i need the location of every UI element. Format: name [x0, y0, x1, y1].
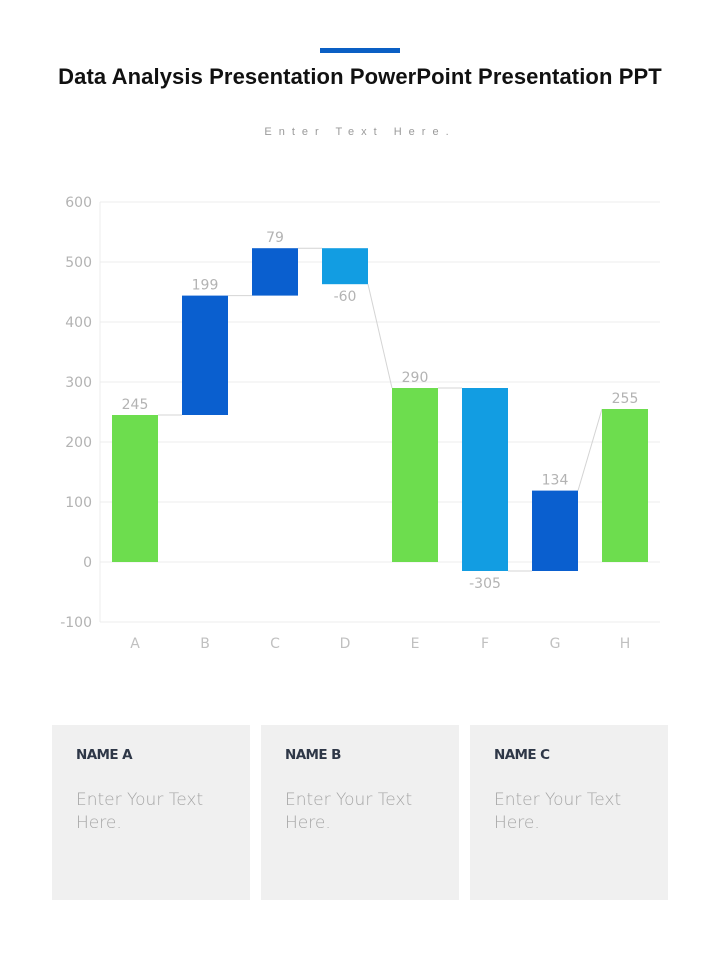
card-name-c: NAME C Enter Your Text Here. [470, 725, 668, 900]
chart-bars [112, 248, 648, 571]
connector-line [367, 284, 393, 389]
y-tick-label: -100 [60, 615, 92, 631]
data-label: -60 [334, 289, 357, 305]
y-tick-label: 0 [83, 555, 92, 571]
x-tick-label: A [130, 636, 140, 652]
x-axis: A B C D E F G H [130, 636, 630, 652]
bar-h [602, 409, 648, 562]
bar-g [532, 490, 578, 571]
x-tick-label: G [550, 636, 561, 652]
y-tick-label: 500 [65, 255, 92, 271]
card-body-text: Enter Your Text Here. [494, 790, 622, 833]
bar-f [462, 388, 508, 571]
page-subtitle: Enter Text Here. [264, 126, 456, 138]
y-axis: 600 500 400 300 200 100 0 -100 [60, 195, 92, 631]
y-tick-label: 100 [65, 495, 92, 511]
card-name-a: NAME A Enter Your Text Here. [52, 725, 250, 900]
x-tick-label: H [620, 636, 631, 652]
data-label: 290 [402, 370, 429, 386]
x-tick-label: B [200, 636, 210, 652]
x-tick-label: C [270, 636, 280, 652]
page-title: Data Analysis Presentation PowerPoint Pr… [58, 64, 662, 89]
card-title: NAME C [494, 747, 550, 763]
bar-b [182, 295, 228, 415]
y-tick-label: 600 [65, 195, 92, 211]
chart-connectors [158, 247, 603, 572]
bar-d [322, 248, 368, 285]
x-tick-label: D [340, 636, 351, 652]
x-tick-label: F [481, 636, 489, 652]
y-tick-label: 400 [65, 315, 92, 331]
card-title: NAME A [76, 747, 133, 763]
data-label: 245 [122, 397, 149, 413]
card-name-b: NAME B Enter Your Text Here. [261, 725, 459, 900]
x-tick-label: E [411, 636, 420, 652]
card-body-text: Enter Your Text Here. [76, 790, 204, 833]
bar-e [392, 388, 438, 562]
card-row: NAME A Enter Your Text Here. NAME B Ente… [52, 725, 668, 900]
chart-data-labels: 245 199 79 -60 290 -305 134 255 [122, 230, 639, 592]
connector-line [577, 408, 603, 491]
waterfall-chart: 600 500 400 300 200 100 0 -100 245 199 79 -60 290 -3… [60, 195, 660, 652]
y-tick-label: 300 [65, 375, 92, 391]
data-label: 255 [612, 391, 639, 407]
y-tick-label: 200 [65, 435, 92, 451]
title-accent-bar [320, 48, 400, 53]
data-label: 134 [542, 473, 569, 489]
card-body-text: Enter Your Text Here. [285, 790, 413, 833]
data-label: 79 [266, 230, 284, 246]
chart-gridlines [99, 201, 660, 623]
bar-c [252, 248, 298, 296]
bar-a [112, 415, 158, 562]
data-label: -305 [469, 576, 501, 592]
data-label: 199 [192, 278, 219, 294]
card-title: NAME B [285, 747, 341, 763]
